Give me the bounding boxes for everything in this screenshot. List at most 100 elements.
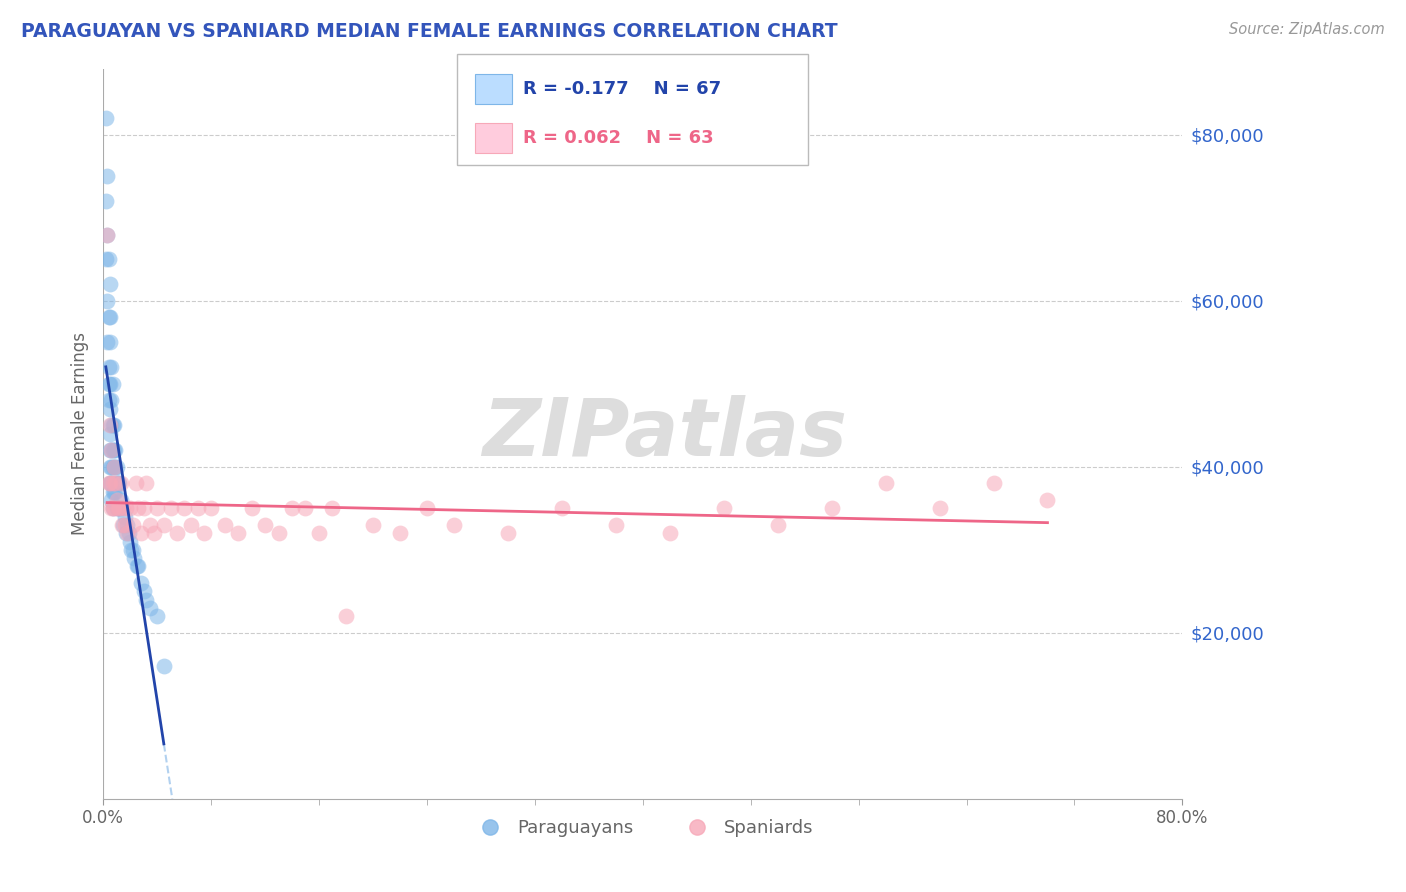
Point xyxy=(159,501,181,516)
Point xyxy=(104,484,127,499)
Point xyxy=(118,526,141,541)
Point xyxy=(146,609,169,624)
Point xyxy=(281,501,304,516)
Point xyxy=(820,501,842,516)
Point xyxy=(107,501,129,516)
Point xyxy=(388,526,411,541)
Point xyxy=(240,501,263,516)
Point xyxy=(193,526,215,541)
Point xyxy=(96,293,118,308)
Point xyxy=(108,476,131,491)
Point xyxy=(98,443,121,458)
Point xyxy=(110,476,132,491)
Point xyxy=(117,526,139,541)
Point xyxy=(983,476,1005,491)
Point xyxy=(267,526,290,541)
Point xyxy=(97,310,120,325)
Point xyxy=(94,112,117,126)
Point xyxy=(115,501,138,516)
Point xyxy=(100,418,122,433)
Point xyxy=(100,360,122,375)
Point xyxy=(112,518,135,533)
Point xyxy=(135,476,157,491)
Point xyxy=(105,476,128,491)
Point xyxy=(97,376,120,391)
Point xyxy=(101,476,124,491)
Point xyxy=(335,609,357,624)
Point xyxy=(308,526,330,541)
Point xyxy=(551,501,574,516)
Point xyxy=(96,169,118,184)
Point xyxy=(214,518,236,533)
Y-axis label: Median Female Earnings: Median Female Earnings xyxy=(72,332,89,535)
Point xyxy=(124,476,146,491)
Point xyxy=(98,459,121,474)
Point xyxy=(153,659,176,673)
Point xyxy=(98,401,121,416)
Point xyxy=(605,518,627,533)
Point xyxy=(103,418,125,433)
Point xyxy=(127,501,149,516)
Point xyxy=(103,501,125,516)
Point xyxy=(114,518,136,533)
Point xyxy=(658,526,681,541)
Point xyxy=(875,476,897,491)
Point xyxy=(114,509,136,524)
Point xyxy=(101,501,124,516)
Point xyxy=(1036,493,1059,508)
Point xyxy=(127,559,149,574)
Point xyxy=(101,459,124,474)
Point xyxy=(153,518,176,533)
Text: R = 0.062    N = 63: R = 0.062 N = 63 xyxy=(523,129,714,147)
Point xyxy=(143,526,166,541)
Point xyxy=(103,443,125,458)
Point xyxy=(117,518,139,533)
Point xyxy=(496,526,519,541)
Point xyxy=(187,501,209,516)
Point xyxy=(180,518,202,533)
Point xyxy=(94,194,117,209)
Point xyxy=(129,526,152,541)
Point xyxy=(121,542,143,557)
Point xyxy=(120,542,142,557)
Point xyxy=(416,501,439,516)
Point xyxy=(100,493,122,508)
Point xyxy=(146,501,169,516)
Point xyxy=(443,518,465,533)
Point xyxy=(100,459,122,474)
Point xyxy=(97,360,120,375)
Point xyxy=(321,501,343,516)
Point xyxy=(98,418,121,433)
Point xyxy=(135,592,157,607)
Point xyxy=(115,526,138,541)
Point xyxy=(100,476,122,491)
Point xyxy=(139,601,162,615)
Point xyxy=(97,393,120,408)
Text: R = -0.177    N = 67: R = -0.177 N = 67 xyxy=(523,79,721,98)
Point xyxy=(97,252,120,267)
Point xyxy=(928,501,950,516)
Point xyxy=(294,501,316,516)
Point xyxy=(98,310,121,325)
Point xyxy=(132,501,155,516)
Point xyxy=(200,501,222,516)
Point xyxy=(101,484,124,499)
Point xyxy=(105,459,128,474)
Point xyxy=(139,518,162,533)
Point xyxy=(107,501,129,516)
Point xyxy=(103,484,125,499)
Text: PARAGUAYAN VS SPANIARD MEDIAN FEMALE EARNINGS CORRELATION CHART: PARAGUAYAN VS SPANIARD MEDIAN FEMALE EAR… xyxy=(21,22,838,41)
Point xyxy=(100,501,122,516)
Point xyxy=(104,443,127,458)
Point xyxy=(101,418,124,433)
Point xyxy=(98,476,121,491)
Point xyxy=(105,501,128,516)
Point xyxy=(120,501,142,516)
Point xyxy=(111,518,134,533)
Point xyxy=(253,518,276,533)
Point xyxy=(166,526,188,541)
Point xyxy=(101,376,124,391)
Point xyxy=(103,459,125,474)
Point xyxy=(361,518,384,533)
Point xyxy=(122,551,145,566)
